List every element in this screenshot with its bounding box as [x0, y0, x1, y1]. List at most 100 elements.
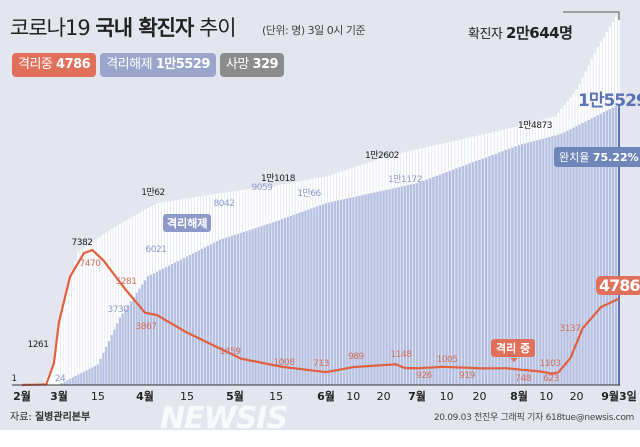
recovered-bar: [113, 329, 116, 385]
page-title: 코로나19 국내 확진자 추이: [10, 16, 237, 40]
recovered-bar: [400, 186, 403, 385]
recovered-bar: [239, 232, 242, 385]
recovered-bar: [422, 180, 425, 385]
recovered-bar: [458, 167, 461, 385]
point-label: 24: [55, 374, 66, 384]
recovered-bar: [176, 260, 180, 385]
recovered-bar: [212, 242, 216, 385]
recovered-bar: [578, 124, 581, 386]
x-tick-label: 15: [269, 390, 283, 403]
total-bracket: [563, 11, 620, 20]
confirmed-bar: [54, 351, 56, 385]
recovered-bar: [527, 142, 530, 385]
point-label: 1459: [220, 347, 242, 357]
recovered-bar: [481, 158, 484, 385]
recovered-bar: [74, 375, 77, 385]
recovered-bar: [358, 195, 361, 385]
recovered-bar: [224, 237, 228, 385]
confirmed-bar: [91, 242, 94, 385]
point-label: 1103: [540, 359, 561, 369]
recovered-bar: [388, 189, 391, 385]
recovered-bar: [221, 238, 225, 385]
recovered-bar: [94, 365, 97, 385]
point-label: 713: [313, 359, 329, 369]
x-tick-label: 6월: [317, 389, 335, 403]
credit: 20.09.03 전진우 그래픽 기자 618tue@newsis.com: [433, 413, 634, 423]
recovered-bar: [455, 168, 458, 385]
recovered-bar: [275, 221, 278, 385]
recovered-bar: [197, 250, 201, 385]
point-label: 919: [459, 371, 475, 381]
recovered-bar: [236, 233, 239, 385]
recovered-bar: [233, 234, 237, 385]
recovered-bar: [530, 141, 533, 385]
recovered-bar: [203, 247, 207, 385]
recovered-bar: [191, 253, 195, 385]
recovered-bar: [218, 239, 222, 385]
recovered-bar: [533, 141, 536, 385]
confirmed-bar: [77, 251, 80, 385]
recovered-bar: [107, 341, 110, 385]
recovered-bar: [149, 274, 153, 385]
recovered-bar: [143, 280, 147, 385]
recovered-bar: [251, 229, 254, 385]
newsis-logo: NEWSIS: [160, 401, 288, 436]
recovered-bar: [507, 148, 511, 385]
recovered-bar: [69, 378, 72, 385]
confirmed-bar: [116, 225, 119, 385]
recovered-bar: [310, 208, 313, 385]
confirmed-bar: [124, 220, 127, 385]
recovered-bar: [611, 107, 615, 385]
badge-isolation: 격리중 4786: [12, 53, 97, 77]
confirmed-bar: [94, 240, 97, 385]
recovered-bar: [605, 110, 608, 385]
recovered-bar: [370, 193, 373, 385]
recovered-bar: [327, 202, 331, 385]
recovered-bar: [403, 185, 406, 385]
recovered-bar: [138, 288, 141, 385]
point-label: 7470: [80, 259, 102, 269]
recovered-bar: [415, 183, 419, 385]
recovered-bar: [334, 201, 337, 385]
point-label: 1만2602: [365, 150, 399, 161]
recovered-bar: [188, 254, 192, 385]
recovered-bar: [85, 370, 88, 385]
recovered-bar: [361, 195, 364, 385]
recovered-bar: [548, 137, 551, 385]
recovered-bar: [280, 219, 284, 385]
recovered-bar: [146, 276, 150, 385]
point-label: 989: [348, 352, 364, 362]
confirmed-bar: [121, 222, 124, 385]
confirmed-bar: [53, 362, 55, 385]
confirmed-bar: [49, 370, 51, 385]
recovered-bar: [491, 154, 494, 385]
recovered-bar: [394, 187, 397, 385]
recovered-bar: [581, 122, 584, 386]
recovered-bar: [248, 230, 251, 385]
recovered-bar: [587, 119, 590, 386]
recovered-bar: [379, 191, 382, 385]
x-tick-label: 2월: [13, 389, 31, 403]
recovered-bar: [599, 113, 602, 385]
recovered-bar: [105, 346, 108, 385]
recovered-bar: [584, 121, 587, 386]
recovered-bar: [536, 140, 539, 385]
point-label: 1만66: [297, 188, 321, 199]
recovered-bar: [343, 199, 346, 385]
recovered-bar: [560, 133, 563, 385]
recovered-bar: [425, 179, 429, 385]
recovered-bar: [435, 175, 438, 385]
recovered-bar: [452, 169, 455, 385]
x-tick-label: 5월: [226, 389, 244, 403]
recovered-bar: [382, 190, 385, 385]
x-tick-label: 15: [91, 390, 105, 403]
recovered-bar: [313, 207, 316, 385]
recovered-bar: [596, 115, 599, 385]
confirmed-bar: [102, 234, 105, 385]
recovered-bar: [155, 271, 159, 385]
recovered-bar: [266, 224, 269, 385]
point-label: 748: [515, 374, 531, 384]
recovered-bar: [575, 126, 578, 385]
confirmed-bar: [60, 308, 63, 385]
recovered-bar: [132, 296, 135, 385]
